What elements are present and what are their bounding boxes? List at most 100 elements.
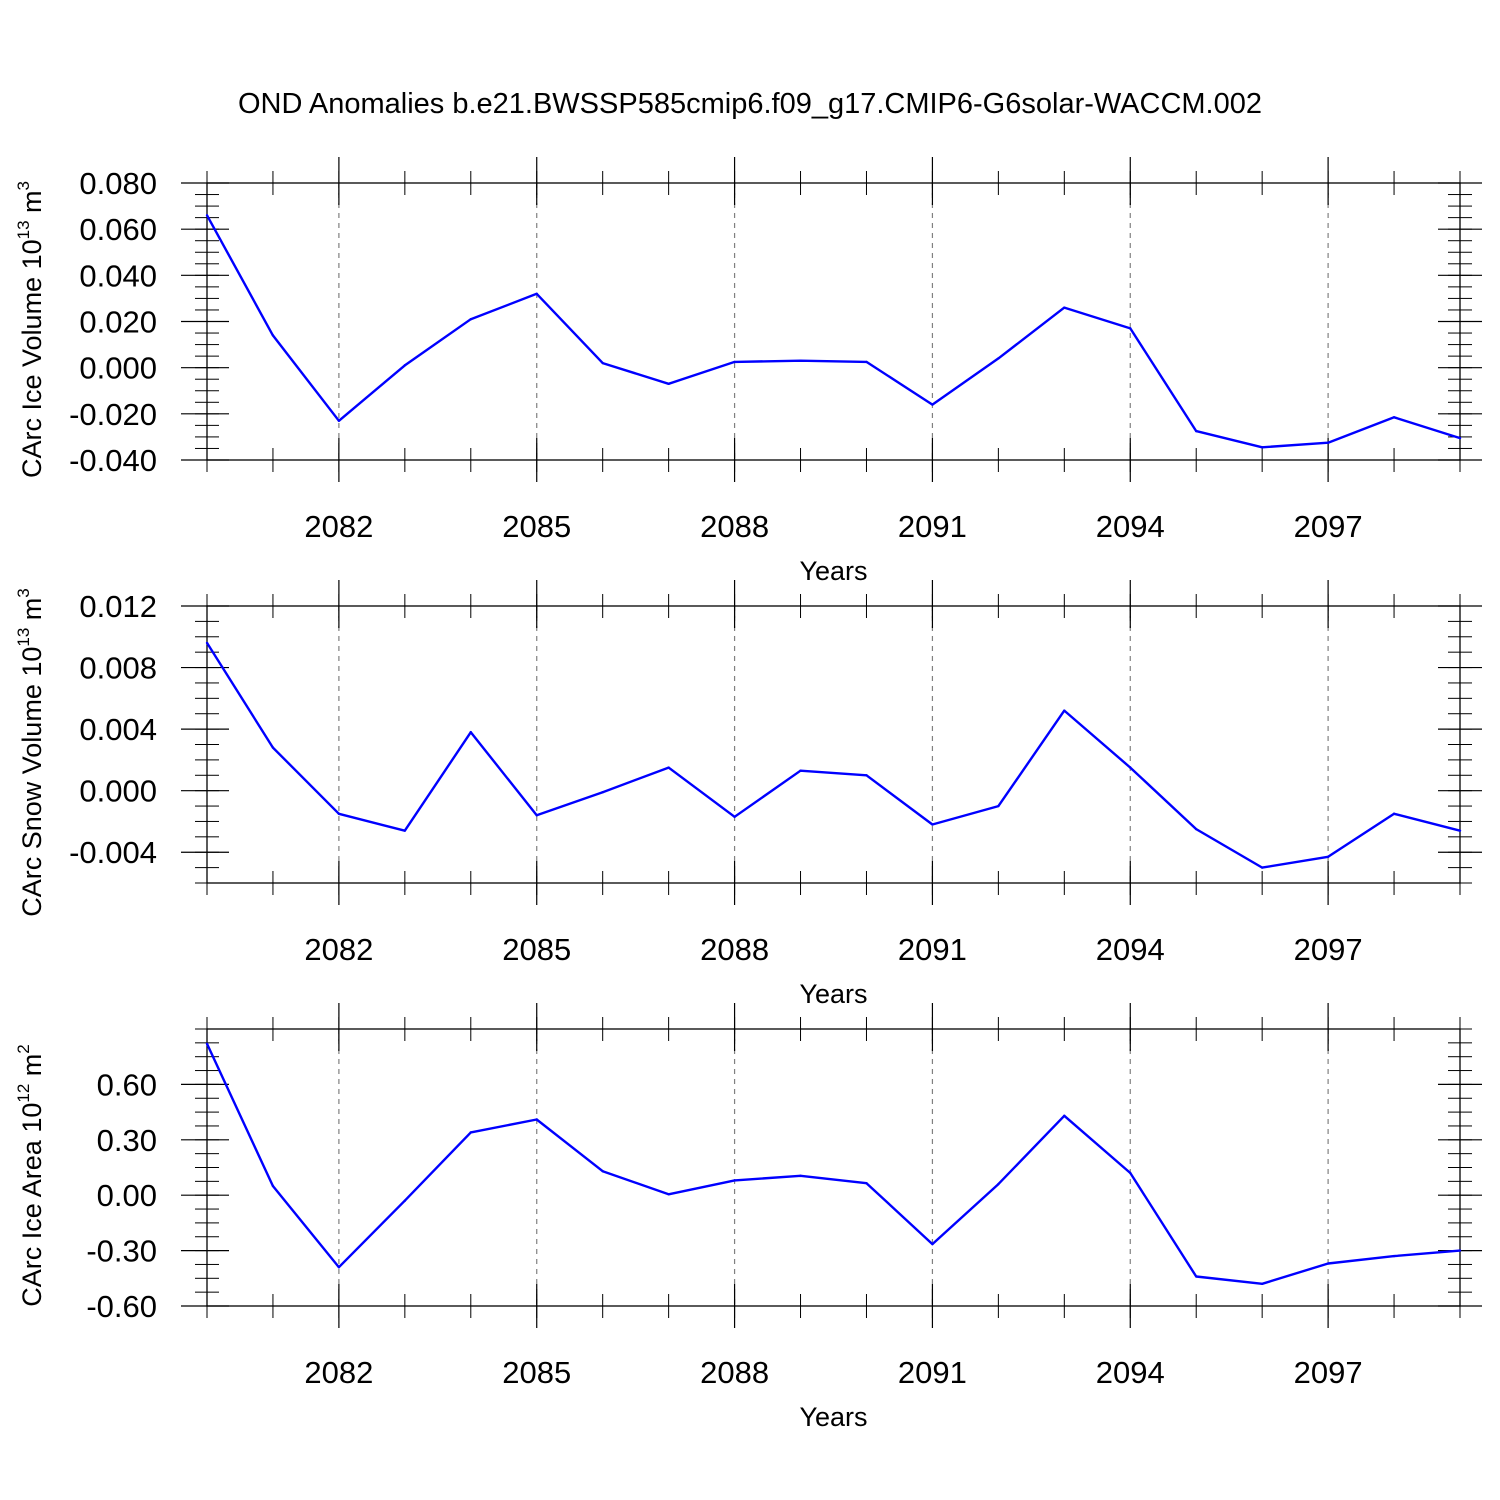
y-tick-label: 0.00 xyxy=(97,1178,157,1213)
data-point xyxy=(1326,855,1330,859)
data-point xyxy=(1195,827,1198,831)
data-point xyxy=(997,357,1000,360)
data-point xyxy=(205,1042,209,1045)
x-tick-label: 2091 xyxy=(898,1355,967,1390)
x-tick-label: 2097 xyxy=(1294,932,1363,967)
plot-frame xyxy=(206,1028,1461,1307)
data-point xyxy=(469,317,472,321)
y-tick-label: 0.012 xyxy=(79,589,157,624)
data-point xyxy=(799,359,802,362)
data-point xyxy=(865,774,868,777)
data-point xyxy=(337,1266,341,1269)
data-point xyxy=(601,361,604,365)
data-point xyxy=(271,746,275,749)
x-tick-label: 2094 xyxy=(1096,1355,1165,1390)
y-tick-label: 0.60 xyxy=(97,1067,157,1102)
data-point xyxy=(337,419,341,422)
y-axis-label: CArc Ice Area 1012 m2 xyxy=(14,1044,47,1307)
x-tick-label: 2091 xyxy=(898,932,967,967)
data-point xyxy=(1260,866,1264,869)
data-point xyxy=(205,641,209,645)
y-tick-label: 0.000 xyxy=(79,351,157,386)
x-tick-label: 2094 xyxy=(1096,932,1165,967)
y-tick-label: 0.000 xyxy=(79,774,157,809)
data-point xyxy=(535,814,538,817)
series-line xyxy=(205,642,1461,869)
plot-frame xyxy=(206,182,1461,461)
y-tick-label: -0.020 xyxy=(69,397,157,432)
data-point xyxy=(997,1182,1000,1186)
x-tick-label: 2097 xyxy=(1294,1355,1363,1390)
data-point xyxy=(1458,436,1462,440)
data-point xyxy=(403,1199,407,1202)
data-point xyxy=(799,769,802,772)
data-point xyxy=(733,360,736,364)
y-tick-label: -0.040 xyxy=(69,443,157,478)
y-tick-label: 0.004 xyxy=(79,712,157,747)
data-point xyxy=(865,360,868,364)
chart-panel-1: 2082 2085 2088 2091 2094 2097 -0.040 -0.020 0.00… xyxy=(14,157,1482,586)
y-tick-label: -0.004 xyxy=(69,835,157,870)
x-tick-label: 2094 xyxy=(1096,509,1165,544)
data-point xyxy=(733,815,736,819)
data-point xyxy=(1063,709,1066,712)
x-tick-label: 2082 xyxy=(304,932,373,967)
data-point xyxy=(1129,766,1132,769)
data-point xyxy=(667,1193,670,1196)
data-point xyxy=(403,829,407,832)
y-tick-label: -0.60 xyxy=(86,1289,157,1324)
x-tick-label: 2085 xyxy=(502,932,571,967)
data-point xyxy=(271,334,275,337)
data-point xyxy=(1260,1282,1264,1286)
series-line xyxy=(205,1043,1461,1286)
y-tick-label: 0.040 xyxy=(79,258,157,293)
y-tick-label: 0.020 xyxy=(79,305,157,340)
data-point xyxy=(1195,429,1198,433)
data-point xyxy=(469,730,472,734)
data-point xyxy=(931,823,934,826)
x-tick-label: 2088 xyxy=(700,1355,769,1390)
data-point xyxy=(1392,812,1396,815)
series-line xyxy=(205,214,1461,449)
data-point xyxy=(535,292,538,295)
y-tick-label: 0.30 xyxy=(97,1123,157,1158)
data-point xyxy=(601,1169,604,1173)
x-axis-label: Years xyxy=(799,1402,867,1432)
chart-panel-2: 2082 2085 2088 2091 2094 2097 -0.004 0.000 0.004… xyxy=(14,580,1482,1009)
x-tick-label: 2088 xyxy=(700,932,769,967)
x-axis-label: Years xyxy=(799,556,867,586)
data-point xyxy=(337,812,341,815)
plot-frame xyxy=(206,605,1461,884)
data-point xyxy=(271,1184,275,1188)
y-axis-label: CArc Snow Volume 1013 m3 xyxy=(14,588,47,917)
data-point xyxy=(1129,1171,1132,1175)
data-point xyxy=(1458,1249,1462,1252)
x-tick-label: 2085 xyxy=(502,509,571,544)
x-tick-label: 2097 xyxy=(1294,509,1363,544)
data-point xyxy=(1063,1114,1066,1117)
x-tick-label: 2091 xyxy=(898,509,967,544)
data-point xyxy=(1129,327,1132,330)
data-point xyxy=(205,214,209,217)
data-point xyxy=(1392,416,1396,419)
data-point xyxy=(535,1118,538,1121)
x-tick-label: 2085 xyxy=(502,1355,571,1390)
data-point xyxy=(601,791,604,794)
y-tick-label: -0.30 xyxy=(86,1234,157,1269)
y-tick-label: 0.080 xyxy=(79,166,157,201)
page-title: OND Anomalies b.e21.BWSSP585cmip6.f09_g1… xyxy=(237,88,1263,120)
y-tick-label: 0.060 xyxy=(79,212,157,247)
data-point xyxy=(469,1131,472,1134)
data-point xyxy=(1458,829,1462,832)
data-point xyxy=(403,364,407,367)
data-point xyxy=(1063,306,1066,309)
data-point xyxy=(733,1179,736,1182)
chart-panel-3: 2082 2085 2088 2091 2094 2097 -0.60 -0.30 0.00 0.… xyxy=(14,1003,1482,1432)
data-point xyxy=(931,403,934,406)
data-point xyxy=(1326,441,1330,444)
x-tick-label: 2082 xyxy=(304,1355,373,1390)
data-point xyxy=(799,1174,802,1178)
data-point xyxy=(997,804,1000,808)
data-point xyxy=(1195,1275,1198,1278)
